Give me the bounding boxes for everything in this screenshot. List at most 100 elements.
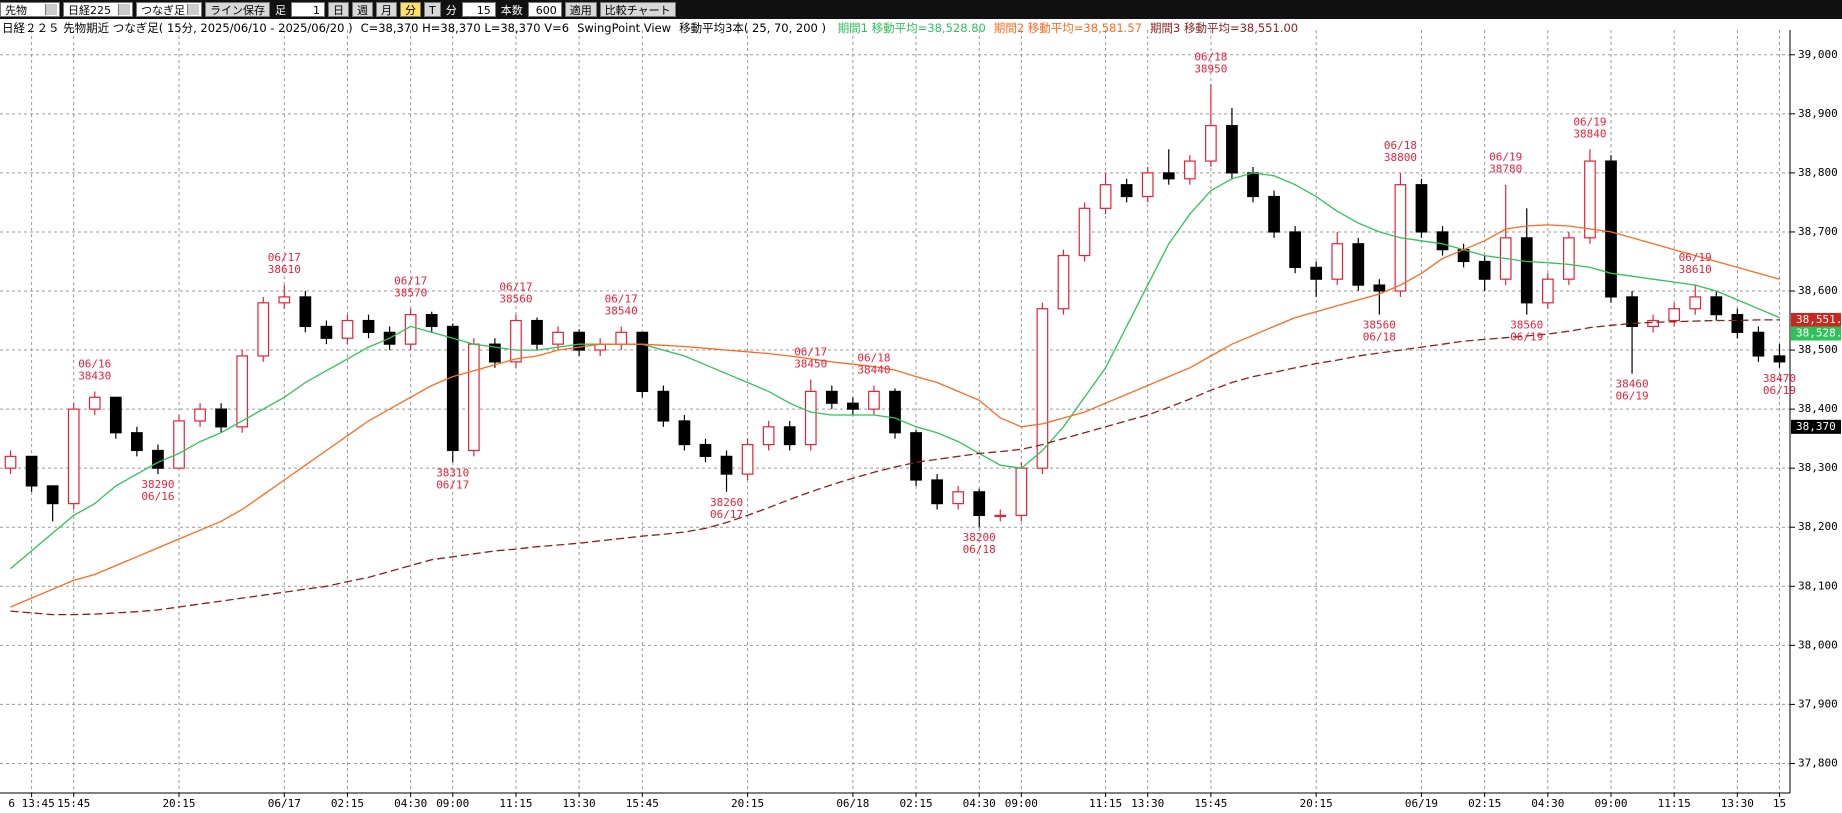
candle-body xyxy=(320,325,333,339)
candle-body xyxy=(1415,184,1428,233)
day-button[interactable]: 日 xyxy=(328,2,349,17)
market-select[interactable]: 先物 xyxy=(0,2,60,17)
toolbar: 先物 日経225 つなぎ足 ライン保存 足 1 日 週 月 分 T 分 15 本… xyxy=(0,0,1842,19)
y-tick-label: 38,700 xyxy=(1798,225,1838,238)
candle-body xyxy=(236,355,249,428)
candle-body xyxy=(1773,355,1786,363)
candle-body xyxy=(1520,237,1533,304)
candle-body xyxy=(1436,231,1449,251)
swing-date: 06/18 xyxy=(1384,139,1417,152)
save-button[interactable]: ライン保存 xyxy=(205,2,270,17)
y-tick-label: 38,900 xyxy=(1798,107,1838,120)
info-line: 日経２２５ 先物期近 つなぎ足( 15分, 2025/06/10 - 2025/… xyxy=(2,20,1306,35)
swing-date: 06/19 xyxy=(1489,151,1522,164)
x-tick-label: 15:45 xyxy=(57,797,90,810)
tick-button[interactable]: T xyxy=(424,2,441,17)
minute-button[interactable]: 分 xyxy=(400,2,421,17)
candle-body xyxy=(636,331,649,393)
x-tick-label: 13:30 xyxy=(1131,797,1164,810)
swing-price: 38430 xyxy=(78,369,111,382)
swing-date: 06/19 xyxy=(1763,384,1796,397)
candle-body xyxy=(973,491,986,517)
compare-button[interactable]: 比較チャート xyxy=(599,2,676,17)
x-tick-label: 04:30 xyxy=(394,797,427,810)
swing-price: 38290 xyxy=(141,478,174,491)
x-tick-label: 02:15 xyxy=(1468,797,1501,810)
swing-price: 38310 xyxy=(436,466,469,479)
swing-price: 38450 xyxy=(794,358,827,371)
x-tick-label: 15 xyxy=(1773,797,1786,810)
candle-body xyxy=(1647,319,1659,328)
candle-body xyxy=(783,426,796,446)
candle-body xyxy=(552,331,564,345)
count-label: 本数 xyxy=(500,3,523,17)
x-tick-label: 09:00 xyxy=(1594,797,1627,810)
candle-body xyxy=(278,296,291,304)
swing-price: 38570 xyxy=(394,287,427,300)
apply-button[interactable]: 適用 xyxy=(564,2,597,17)
candle-body xyxy=(446,325,459,452)
week-button[interactable]: 週 xyxy=(352,2,373,17)
candle-body xyxy=(573,331,585,351)
candle-body xyxy=(678,420,691,446)
candle-body xyxy=(88,396,101,410)
candle-body xyxy=(1478,260,1491,280)
ma-line xyxy=(10,172,1780,570)
y-tick-label: 38,600 xyxy=(1798,284,1838,297)
candle-body xyxy=(1141,172,1154,198)
swing-price: 38260 xyxy=(710,496,743,509)
candle-body xyxy=(1183,160,1196,180)
candle-body xyxy=(1626,296,1638,328)
x-tick-label: 06/18 xyxy=(836,797,869,810)
candle-body xyxy=(194,408,206,422)
mode-select[interactable]: つなぎ足 xyxy=(136,2,202,17)
swing-date: 06/17 xyxy=(794,346,827,359)
swing-price: 38950 xyxy=(1194,62,1227,75)
candle-body xyxy=(425,314,438,328)
swing-date: 06/16 xyxy=(141,490,174,503)
minutes-input[interactable]: 15 xyxy=(461,2,496,17)
x-tick-label: 02:15 xyxy=(331,797,364,810)
swing-date: 06/18 xyxy=(1194,50,1227,63)
swing-price: 38780 xyxy=(1489,163,1522,176)
bar-count[interactable]: 1 xyxy=(291,2,325,17)
ma-line xyxy=(10,224,1780,608)
candle-body xyxy=(657,390,670,422)
candle-body xyxy=(1689,296,1702,310)
candle-body xyxy=(1289,231,1301,268)
candle-body xyxy=(46,485,59,505)
y-tick-label: 37,800 xyxy=(1798,756,1838,769)
swing-price: 38200 xyxy=(963,531,996,544)
ohlcv: C=38,370 H=38,370 L=38,370 V=6 xyxy=(360,21,570,35)
candle-body xyxy=(910,432,922,481)
candle-body xyxy=(931,479,943,505)
candle-body xyxy=(889,390,901,434)
count-input[interactable]: 600 xyxy=(527,2,562,17)
month-button[interactable]: 月 xyxy=(376,2,397,17)
candle-body xyxy=(1563,237,1575,280)
candle-body xyxy=(1015,467,1028,517)
ma-line xyxy=(10,319,1780,616)
swing-date: 06/19 xyxy=(1510,331,1543,344)
x-tick-label: 13:30 xyxy=(563,797,596,810)
candle-body xyxy=(489,343,501,363)
x-tick-label: 20:15 xyxy=(162,797,195,810)
swing-date: 06/19 xyxy=(1573,115,1606,128)
candle-body xyxy=(762,426,775,446)
candle-body xyxy=(994,514,1007,518)
swing-price: 38440 xyxy=(857,363,890,376)
candle-body xyxy=(25,455,38,487)
y-tick-label: 38,100 xyxy=(1798,579,1838,592)
x-tick-label: 11:15 xyxy=(1089,797,1122,810)
symbol-select[interactable]: 日経225 xyxy=(63,2,133,17)
swing-date: 06/18 xyxy=(1363,331,1396,344)
candle-body xyxy=(404,314,417,345)
candle-body xyxy=(1162,172,1175,180)
swing-price: 38470 xyxy=(1763,372,1796,385)
candle-body xyxy=(1541,278,1554,304)
candle-body xyxy=(1036,308,1049,469)
swing-date: 06/17 xyxy=(394,275,427,288)
candle-body xyxy=(467,343,480,452)
candle-body xyxy=(1710,296,1723,316)
